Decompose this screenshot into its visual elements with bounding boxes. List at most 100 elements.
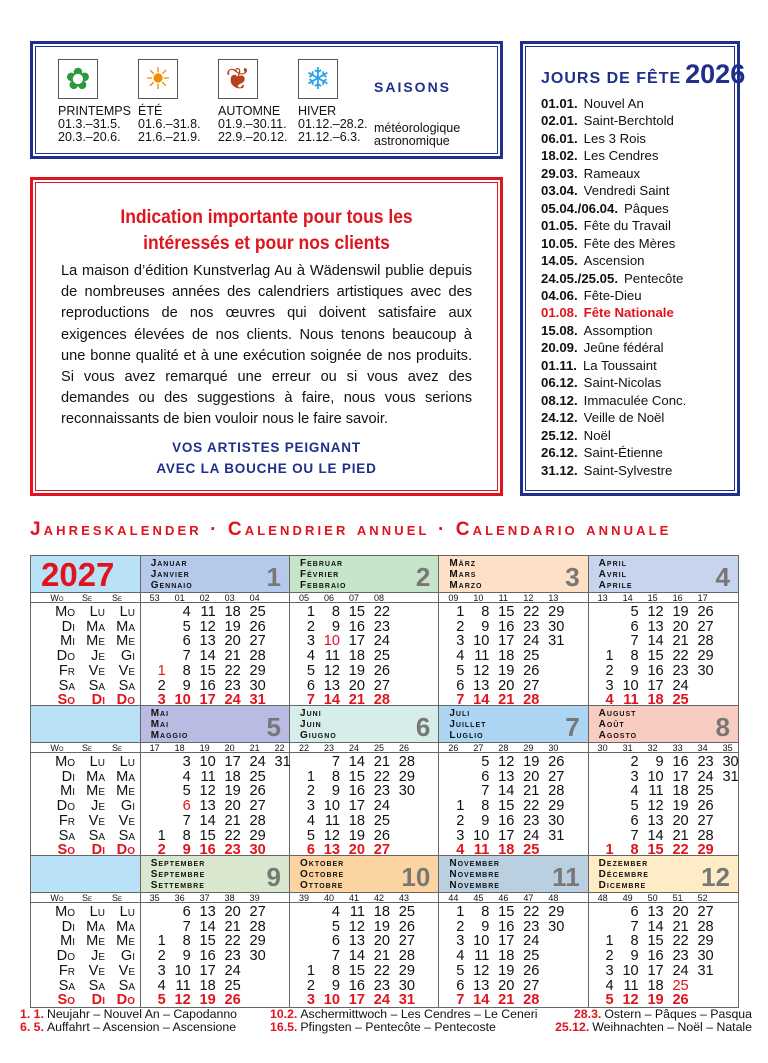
season-meteo: 01.3.–31.5.: [58, 117, 121, 131]
day: 28: [249, 648, 266, 665]
day: 20: [348, 677, 366, 694]
week-label: Se: [81, 893, 92, 903]
weekday-label: Lu: [89, 904, 105, 920]
day: 31: [249, 692, 266, 709]
day: 27: [373, 677, 391, 694]
week-number: 22: [299, 743, 310, 753]
weekday-label: Gi: [120, 798, 135, 815]
month-days: 1 2 3 4 5 6 7 8 9 10 11 12 13 14 15 16 17 18 19 20 21 22 23 24 2…: [290, 753, 438, 858]
day: 4: [630, 783, 639, 800]
day: 6: [306, 677, 316, 694]
weekday-list: Mo Lu Lu Di Ma Ma Mi Me Me Do Je Gi Fr Ve Ve Sa Sa Sa So Di…: [31, 903, 140, 1008]
footer-row: 1. 1. Neujahr – Nouvel An – Capodanno 10.2…: [20, 1008, 752, 1021]
day: 29: [697, 648, 714, 665]
week-label-row: Wo Se Se: [31, 593, 140, 603]
day: 28: [697, 827, 714, 844]
month-number: 1: [266, 562, 282, 592]
month-header: September Septembre Settembre 9: [140, 856, 290, 893]
day: 28: [249, 918, 266, 935]
month-5: Mai Mai Maggio 5 17 18 19 20 21 22 1 2 3 4 5 6 7 8 9 10 11 12…: [140, 706, 291, 858]
day: 26: [373, 662, 391, 679]
day: 18: [498, 842, 515, 859]
month-header: November Novembre Novembre 11: [439, 856, 588, 893]
feast-date: 14.05.: [541, 253, 578, 269]
day: 24: [373, 798, 391, 815]
day: 1: [157, 662, 166, 679]
holiday-date: 6. 5.: [20, 1020, 44, 1034]
day: 26: [373, 827, 391, 844]
day: 7: [630, 918, 639, 935]
day: 20: [348, 842, 366, 859]
day: 1: [456, 904, 465, 920]
day: 17: [348, 798, 366, 815]
feast-date: 06.12.: [541, 375, 578, 391]
day: 16: [498, 618, 515, 635]
weekday-label: Mo: [55, 904, 75, 920]
month-name: September: [150, 858, 206, 869]
day: 14: [473, 992, 490, 1009]
day: 8: [481, 604, 490, 620]
day: 24: [373, 633, 391, 650]
day: 24: [523, 633, 540, 650]
day: 1: [605, 842, 614, 859]
season-astro: 20.3.–20.6.: [58, 130, 121, 144]
day: 9: [481, 812, 490, 829]
day: 27: [697, 812, 714, 829]
feast-name: Fête des Mères: [583, 235, 676, 251]
weekday-label: Do: [116, 692, 135, 709]
feast-date: 15.08.: [541, 322, 578, 338]
day: 15: [498, 604, 515, 620]
month-days: 1 2 3 4 5 6 7 8 9 10 11 12 13 14 15 16 17 18 19 20 21 22 23 24 2…: [141, 753, 291, 858]
day: 3: [605, 962, 614, 979]
day: 19: [373, 918, 391, 935]
week-number: 13: [597, 593, 608, 603]
day: 8: [331, 604, 341, 620]
month-name: Februar: [300, 558, 344, 569]
day: 18: [498, 648, 515, 665]
day: 11: [349, 904, 366, 920]
flower-icon: ✿: [58, 59, 98, 99]
feast-item: 04.06. Fête-Dieu: [541, 287, 686, 304]
day: 9: [481, 618, 490, 635]
day: 22: [672, 842, 689, 859]
feast-item: 18.02. Les Cendres: [541, 147, 686, 164]
day: 3: [456, 827, 465, 844]
feast-item: 10.05. Fête des Mères: [541, 235, 686, 252]
holiday-name: Auffahrt – Ascension – Ascensione: [46, 1020, 237, 1034]
day: 11: [200, 768, 216, 785]
week-number: 02: [199, 593, 210, 603]
week-number: 27: [473, 743, 484, 753]
feast-name: Les Cendres: [583, 148, 659, 164]
day: 24: [523, 933, 540, 950]
signature-line: AVEC LA BOUCHE OU LE PIED: [156, 461, 377, 476]
day: 7: [182, 918, 191, 935]
weekday-label: Ma: [86, 618, 105, 635]
day: 16: [498, 812, 515, 829]
week-number: 51: [672, 893, 683, 903]
week-number: 12: [523, 593, 534, 603]
feast-name: Pentecôte: [624, 270, 684, 286]
day: 10: [473, 633, 490, 650]
week-number: 31: [622, 743, 633, 753]
day: 7: [182, 648, 191, 665]
notice-heading-line: Indication importante pour tous les: [120, 207, 413, 228]
day: 31: [548, 633, 565, 650]
day: 14: [647, 918, 664, 935]
month-days: 1 2 3 4 5 6 7 8 9 10 11 12 13 14 15 16 17 18 19 20 21 22 23 24 2…: [141, 603, 289, 708]
day: 30: [398, 977, 416, 994]
week-numbers: 05 06 07 08: [290, 593, 439, 603]
day: 1: [456, 798, 465, 815]
day: 5: [331, 918, 341, 935]
day: 9: [655, 754, 664, 770]
week-number: 36: [174, 893, 185, 903]
feast-name: Fête Nationale: [583, 305, 674, 321]
feast-name: Pâques: [624, 200, 669, 216]
footer-holiday: 28.3. Ostern – Pâques – Pasqua: [574, 1008, 752, 1021]
label-header: [31, 706, 140, 743]
day: 1: [306, 768, 316, 785]
day: 24: [672, 677, 689, 694]
day: 18: [647, 977, 664, 994]
day: 12: [647, 604, 664, 620]
day: 30: [249, 677, 266, 694]
day: 25: [672, 692, 689, 709]
